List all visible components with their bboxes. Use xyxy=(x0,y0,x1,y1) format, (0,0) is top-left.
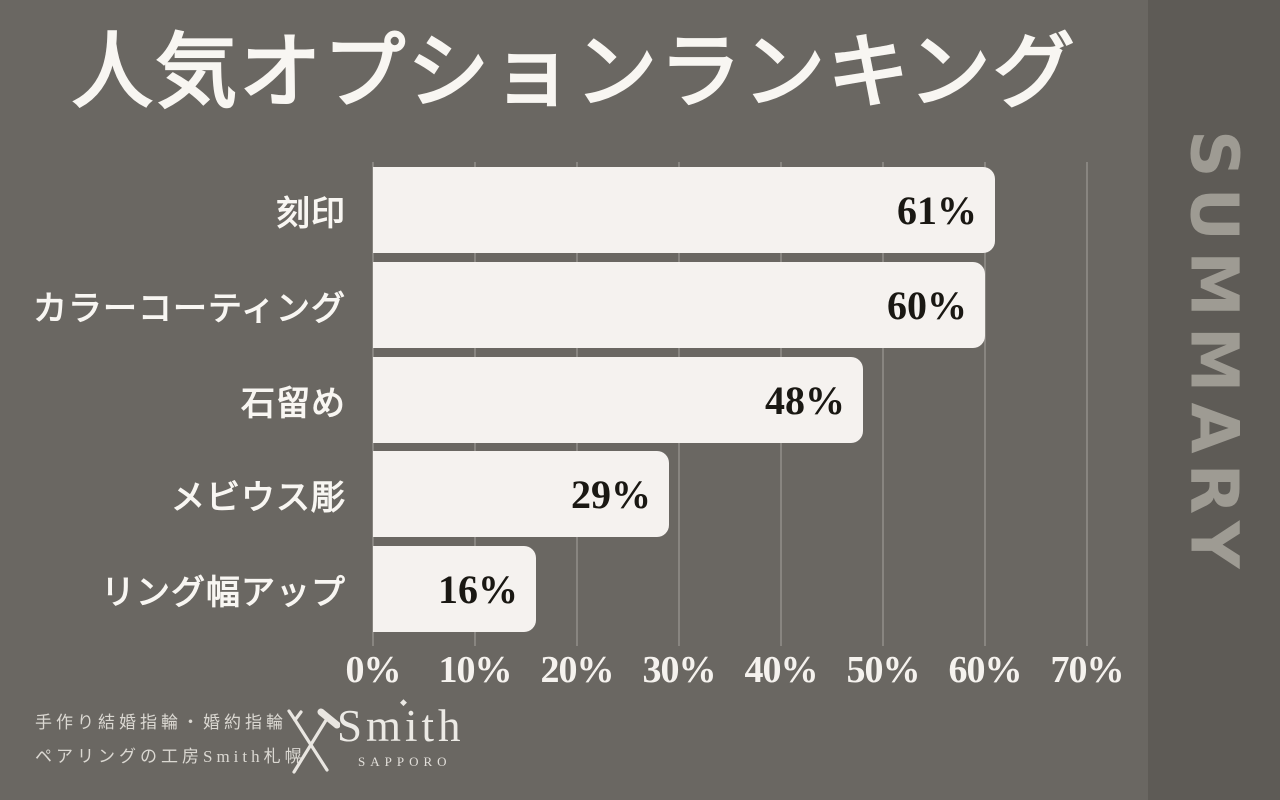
category-label: メビウス彫 xyxy=(171,479,346,517)
bar: 48% xyxy=(373,357,863,443)
bar: 61% xyxy=(373,167,995,253)
bar-value-label: 61% xyxy=(897,187,977,233)
x-axis-tick-label: 60% xyxy=(948,649,1023,691)
x-axis-tick-label: 70% xyxy=(1050,649,1125,691)
bar-row: メビウス彫 29% xyxy=(0,451,1148,537)
gridline xyxy=(882,162,884,646)
category-label: リング幅アップ xyxy=(101,574,346,612)
gridline xyxy=(984,162,986,646)
bar-value-label: 60% xyxy=(887,282,967,328)
bar-row: カラーコーティング 60% xyxy=(0,262,1148,348)
page-title: 人気オプションランキング xyxy=(71,27,1077,118)
bar-row: 石留め 48% xyxy=(0,357,1148,443)
x-axis-tick-label: 40% xyxy=(744,649,819,691)
logo-wordmark: Smith xyxy=(337,701,465,751)
crossed-tools-icon xyxy=(287,708,340,774)
bar: 16% xyxy=(373,546,536,632)
x-axis-tick-label: 50% xyxy=(846,649,921,691)
category-label: 刻印 xyxy=(276,195,346,233)
summary-vertical-label: SUMMARY xyxy=(1175,130,1253,579)
bar: 60% xyxy=(373,262,985,348)
x-axis-tick-label: 10% xyxy=(438,649,513,691)
x-axis-tick-label: 30% xyxy=(642,649,717,691)
summary-sidebar: SUMMARY xyxy=(1148,0,1280,800)
diamond-icon: ◆ xyxy=(400,697,407,707)
x-axis-tick-label: 0% xyxy=(345,649,402,691)
gridline xyxy=(1086,162,1088,646)
bar-value-label: 16% xyxy=(438,566,518,612)
logo-subtext: SAPPORO xyxy=(358,754,452,769)
category-label: カラーコーティング xyxy=(33,290,346,328)
smith-logo: Smith ◆ SAPPORO xyxy=(282,697,512,786)
bar-value-label: 48% xyxy=(765,377,845,423)
bar-row: リング幅アップ 16% xyxy=(0,546,1148,632)
bar-row: 刻印 61% xyxy=(0,167,1148,253)
category-label: 石留め xyxy=(241,385,346,423)
x-axis-tick-label: 20% xyxy=(540,649,615,691)
footer-tagline-line2: ペアリングの工房Smith札幌 xyxy=(35,747,306,766)
footer-tagline-line1: 手作り結婚指輪・婚約指輪 xyxy=(35,713,287,732)
bar-value-label: 29% xyxy=(571,471,651,517)
bar-chart: 刻印 61% カラーコーティング 60% 石留め 48% メビウス彫 29% リ… xyxy=(0,162,1148,691)
bar: 29% xyxy=(373,451,669,537)
footer-tagline: 手作り結婚指輪・婚約指輪 ペアリングの工房Smith札幌 xyxy=(35,706,306,774)
